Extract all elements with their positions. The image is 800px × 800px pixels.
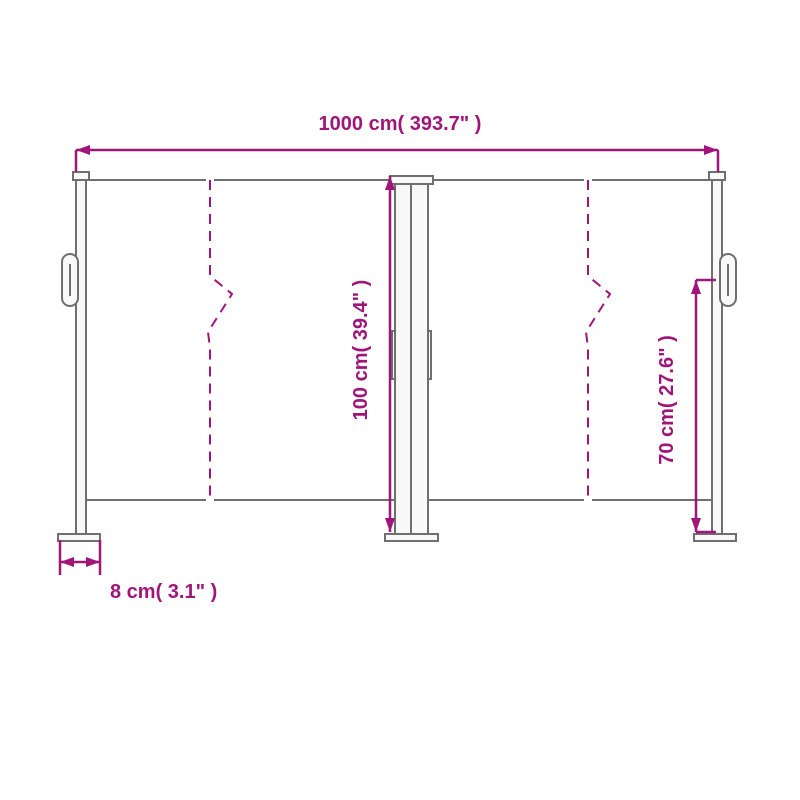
arrowhead bbox=[86, 557, 100, 567]
post-base bbox=[694, 534, 736, 541]
cassette-cap bbox=[390, 176, 433, 184]
break-line bbox=[208, 180, 232, 500]
post-cap bbox=[709, 172, 725, 180]
arrowhead bbox=[60, 557, 74, 567]
dim-label-right-height: 70 cm( 27.6" ) bbox=[656, 335, 678, 465]
arrowhead bbox=[76, 145, 90, 155]
cassette-right bbox=[411, 184, 428, 534]
arrowhead bbox=[704, 145, 718, 155]
post-column bbox=[712, 180, 722, 534]
post-column bbox=[76, 180, 86, 534]
cassette-bracket bbox=[392, 331, 395, 379]
dim-label-total-width: 1000 cm( 393.7" ) bbox=[319, 113, 482, 135]
cassette-left bbox=[395, 184, 411, 534]
dim-label-center-height: 100 cm( 39.4" ) bbox=[350, 280, 372, 421]
post-base bbox=[58, 534, 100, 541]
cassette-bracket bbox=[428, 331, 431, 379]
arrowhead bbox=[691, 518, 701, 532]
arrowhead bbox=[385, 518, 395, 532]
post-cap bbox=[73, 172, 89, 180]
break-line bbox=[586, 180, 610, 500]
dimensional-drawing: 1000 cm( 393.7" ) 100 cm( 39.4" ) 70 cm( 2… bbox=[0, 0, 800, 800]
arrowhead bbox=[691, 280, 701, 294]
dim-label-base-width: 8 cm( 3.1" ) bbox=[110, 581, 217, 603]
cassette-base bbox=[385, 534, 438, 541]
